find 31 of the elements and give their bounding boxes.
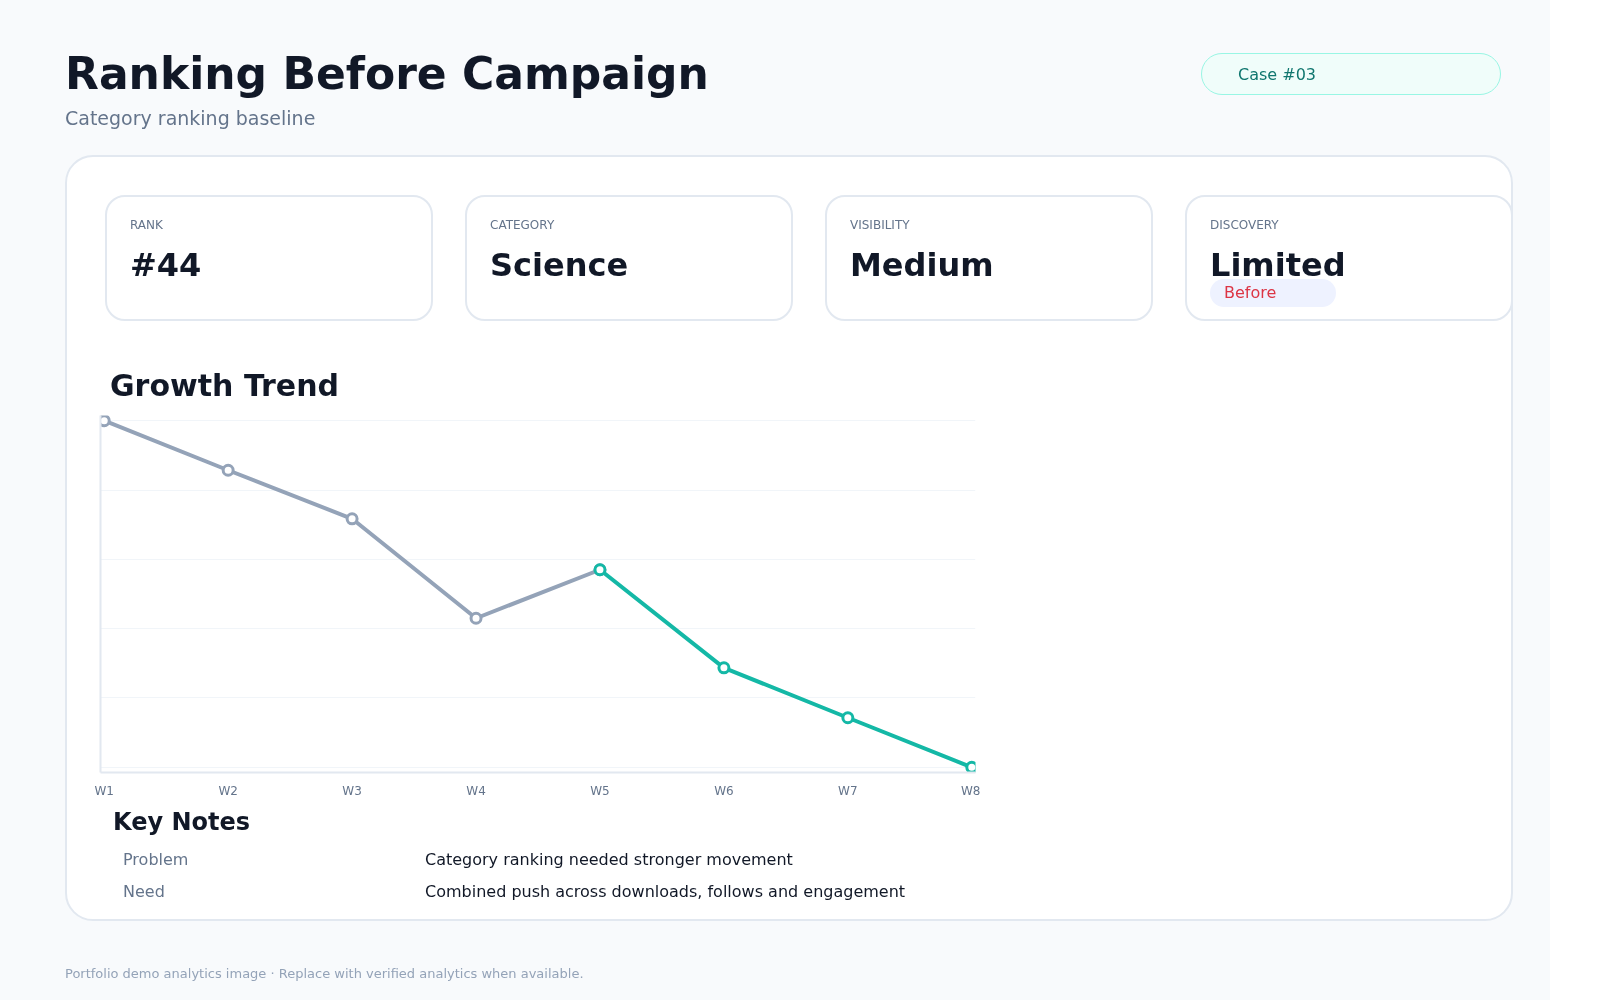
point bbox=[717, 661, 731, 675]
text: Key Notes bbox=[113, 807, 251, 838]
x-tick-label: W5 bbox=[590, 783, 610, 798]
text: Portfolio demo analytics image · Replace with verified analytics when available. bbox=[65, 965, 584, 983]
x-tick-label: W3 bbox=[342, 783, 362, 798]
x-tick-label: W1 bbox=[94, 783, 114, 798]
text: Growth Trend bbox=[110, 367, 340, 405]
text: Need bbox=[123, 881, 165, 903]
text: Combined push across downloads, follows and engagement bbox=[425, 881, 906, 903]
point bbox=[345, 512, 359, 526]
text: Category ranking needed stronger movement bbox=[425, 849, 793, 871]
x-tick-label: W7 bbox=[838, 783, 858, 798]
text: DISCOVERY bbox=[1210, 217, 1279, 234]
text: CATEGORY bbox=[490, 217, 555, 234]
point bbox=[841, 711, 855, 725]
text: Science bbox=[490, 245, 629, 286]
text: Medium bbox=[850, 245, 994, 286]
text: Problem bbox=[123, 849, 189, 871]
text: Case #03 bbox=[1201, 53, 1501, 95]
chart-subtitle: Category ranking baseline bbox=[65, 106, 316, 131]
x-tick-label: W4 bbox=[466, 783, 486, 798]
x-tick-label: W6 bbox=[714, 783, 734, 798]
x-tick-label: W8 bbox=[961, 783, 981, 798]
point bbox=[221, 463, 235, 477]
chart-title: Ranking Before Campaign bbox=[65, 47, 709, 101]
point bbox=[469, 611, 483, 625]
text: #44 bbox=[130, 245, 202, 286]
text: RANK bbox=[130, 217, 163, 234]
text: Before bbox=[1210, 279, 1336, 307]
text: VISIBILITY bbox=[850, 217, 910, 234]
x-tick-label: W2 bbox=[218, 783, 238, 798]
